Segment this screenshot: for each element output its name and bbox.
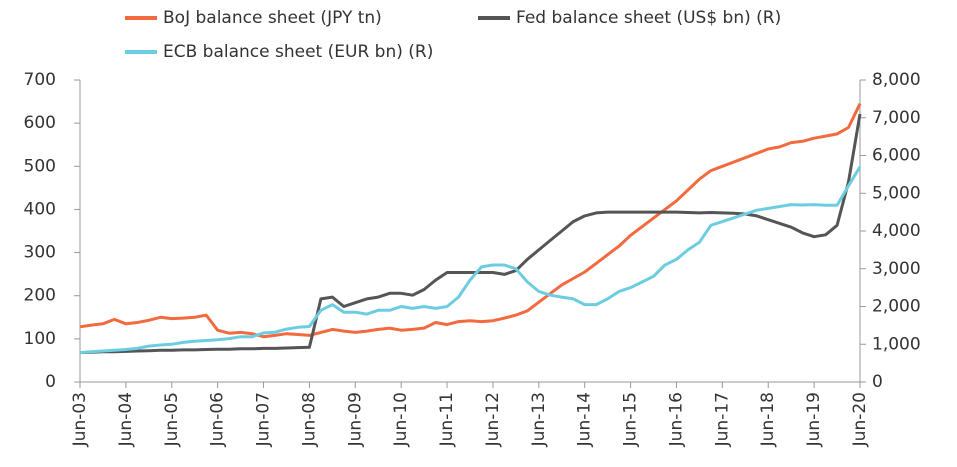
- x-tick-label: Jun-20: [850, 392, 870, 447]
- x-tick-label: Jun-11: [437, 392, 457, 447]
- legend-label: ECB balance sheet (EUR bn) (R): [163, 42, 433, 62]
- x-tick-label: Jun-06: [208, 392, 228, 447]
- legend-label: BoJ balance sheet (JPY tn): [163, 8, 382, 28]
- x-tick-label: Jun-18: [758, 392, 778, 447]
- x-tick-label: Jun-03: [70, 392, 90, 447]
- x-tick-label: Jun-09: [345, 392, 365, 447]
- series-line: [79, 103, 862, 339]
- x-tick-label: Jun-14: [575, 392, 595, 447]
- y-tick-label: 200: [24, 286, 56, 306]
- y2-tick-label: 4,000: [872, 221, 921, 241]
- x-tick-label: Jun-05: [162, 392, 182, 447]
- series-line: [79, 166, 862, 355]
- x-tick-label: Jun-04: [116, 392, 136, 447]
- y2-tick-label: 6,000: [872, 146, 921, 166]
- x-tick-label: Jun-13: [529, 392, 549, 447]
- y-tick-label: 100: [24, 329, 56, 349]
- y2-tick-label: 7,000: [872, 108, 921, 128]
- x-tick-label: Jun-07: [254, 392, 274, 447]
- series-line: [79, 113, 862, 355]
- x-tick-label: Jun-12: [483, 392, 503, 447]
- y-tick-label: 400: [24, 199, 56, 219]
- y-tick-label: 600: [24, 113, 56, 133]
- y-tick-label: 0: [45, 372, 56, 392]
- y2-tick-label: 8,000: [872, 70, 921, 90]
- y2-tick-label: 0: [872, 372, 883, 392]
- y2-tick-label: 5,000: [872, 183, 921, 203]
- x-tick-label: Jun-19: [804, 392, 824, 447]
- y-tick-label: 300: [24, 243, 56, 263]
- y2-tick-label: 2,000: [872, 297, 921, 317]
- legend-label: Fed balance sheet (US$ bn) (R): [516, 8, 781, 28]
- x-tick-label: Jun-16: [666, 392, 686, 447]
- x-tick-label: Jun-08: [299, 392, 319, 447]
- x-tick-label: Jun-15: [621, 392, 641, 447]
- y2-tick-label: 3,000: [872, 259, 921, 279]
- y-tick-label: 700: [24, 70, 56, 90]
- y2-tick-label: 1,000: [872, 334, 921, 354]
- x-tick-label: Jun-10: [391, 392, 411, 447]
- y-tick-label: 500: [24, 156, 56, 176]
- x-tick-label: Jun-17: [712, 392, 732, 447]
